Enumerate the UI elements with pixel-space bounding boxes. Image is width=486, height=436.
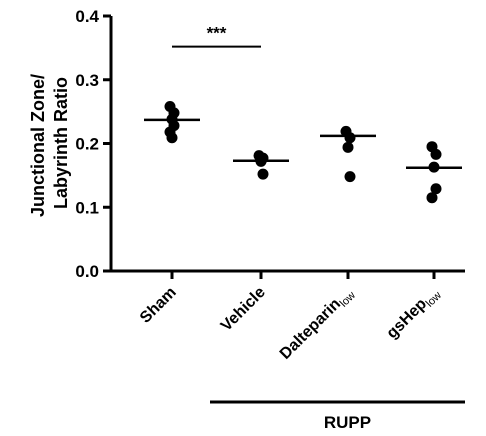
y-axis-label-line-1: Junctional Zone/: [28, 74, 48, 217]
y-tick-label: 0.2: [75, 135, 99, 154]
y-axis-label-line-2: Labyrinth Ratio: [51, 77, 71, 209]
category-label: Sham: [137, 284, 180, 327]
group-label: RUPP: [324, 413, 371, 432]
y-tick-label: 0.1: [75, 198, 99, 217]
data-points: [164, 101, 442, 204]
data-point: [342, 141, 354, 153]
category-name: Vehicle: [218, 284, 269, 335]
data-point: [344, 132, 356, 144]
y-tick-label: 0.3: [75, 71, 99, 90]
data-point: [430, 148, 442, 160]
category-name: Dalteparin: [277, 295, 344, 362]
mean-lines: [144, 118, 462, 169]
category-label: Vehicle: [218, 284, 269, 335]
data-point: [426, 192, 438, 204]
y-axis: 0.0 0.1 0.2 0.3 0.4: [75, 7, 113, 281]
data-point: [257, 168, 269, 180]
y-axis-label: Junctional Zone/ Labyrinth Ratio: [28, 69, 71, 217]
y-tick-label: 0.0: [75, 262, 99, 281]
category-label: Dalteparinlow: [277, 284, 358, 365]
category-name: Sham: [137, 284, 180, 327]
data-point: [166, 132, 178, 144]
y-tick-label: 0.4: [75, 7, 99, 26]
x-axis: Sham Vehicle Dalteparinlow gsHeplow: [111, 269, 465, 365]
data-point: [430, 183, 442, 195]
significance-label: ***: [207, 24, 227, 43]
category-name: gsHep: [384, 295, 431, 342]
significance-bracket: ***: [172, 24, 261, 48]
data-point: [344, 171, 356, 183]
category-label: gsHeplow: [384, 284, 444, 344]
group-bracket: RUPP: [210, 400, 465, 432]
